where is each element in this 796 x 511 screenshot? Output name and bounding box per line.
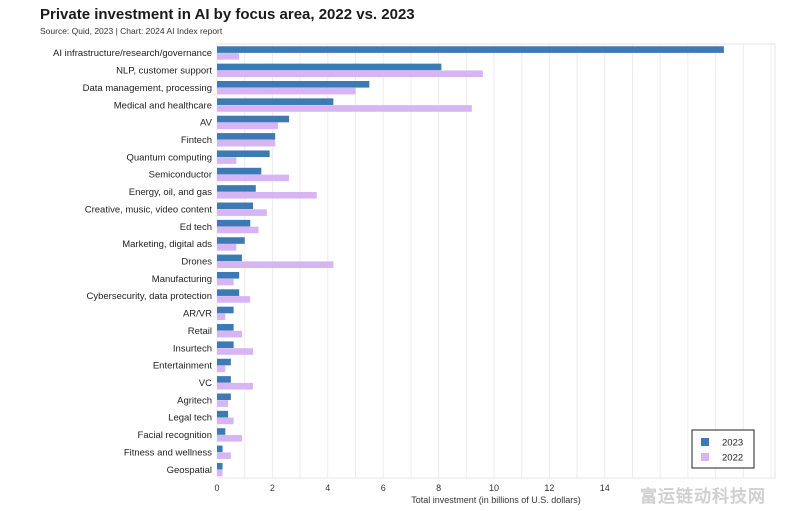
bar-2022 bbox=[217, 469, 223, 477]
bar-2022 bbox=[217, 435, 242, 442]
bar-2023 bbox=[217, 324, 234, 331]
bar-2022 bbox=[217, 70, 483, 78]
bar-2022 bbox=[217, 330, 242, 338]
category-label: Cybersecurity, data protection bbox=[87, 291, 213, 302]
bar-2023 bbox=[217, 46, 724, 53]
bar-2023 bbox=[217, 219, 251, 227]
category-label: Ed tech bbox=[180, 222, 212, 233]
bar-2023 bbox=[217, 410, 229, 418]
bar-2022 bbox=[217, 139, 276, 147]
bar-2023 bbox=[217, 133, 276, 140]
bar-2022 bbox=[217, 296, 251, 303]
bar-2022 bbox=[217, 157, 237, 164]
bar-2023 bbox=[217, 358, 231, 366]
bar-2022 bbox=[217, 313, 226, 321]
category-label: Semiconductor bbox=[149, 170, 212, 181]
bar-2023 bbox=[217, 98, 334, 105]
category-label: Medical and healthcare bbox=[114, 100, 212, 111]
bar-2023 bbox=[217, 237, 245, 244]
category-label: Marketing, digital ads bbox=[122, 239, 212, 250]
bar-2022 bbox=[217, 87, 356, 95]
category-label: Fintech bbox=[181, 135, 212, 146]
bar-2023 bbox=[217, 185, 256, 192]
bar-2023 bbox=[217, 462, 223, 470]
category-label: Fitness and wellness bbox=[124, 447, 212, 458]
bar-2023 bbox=[217, 202, 254, 210]
category-label: Energy, oil, and gas bbox=[129, 187, 213, 198]
bar-2023 bbox=[217, 63, 442, 71]
category-label: Geospatial bbox=[167, 465, 212, 476]
bar-2022 bbox=[217, 382, 254, 390]
bar-2022 bbox=[217, 53, 240, 60]
x-tick-label: 0 bbox=[214, 483, 219, 493]
bar-2023 bbox=[217, 81, 370, 88]
bar-2023 bbox=[217, 289, 240, 296]
legend-swatch-2022 bbox=[701, 453, 709, 461]
bar-2022 bbox=[217, 191, 317, 199]
bar-2022 bbox=[217, 174, 290, 182]
category-label: AV bbox=[200, 118, 213, 129]
bar-2023 bbox=[217, 271, 240, 279]
bar-2023 bbox=[217, 254, 242, 262]
bar-2023 bbox=[217, 376, 231, 383]
category-label: Manufacturing bbox=[152, 274, 212, 285]
chart-title: Private investment in AI by focus area, … bbox=[40, 6, 415, 23]
category-label: Facial recognition bbox=[138, 430, 212, 441]
bar-2023 bbox=[217, 393, 231, 401]
bar-2022 bbox=[217, 105, 472, 112]
bar-2022 bbox=[217, 226, 259, 234]
category-label: Insurtech bbox=[173, 343, 212, 354]
bar-2023 bbox=[217, 306, 234, 314]
x-tick-label: 12 bbox=[544, 483, 554, 493]
bar-2022 bbox=[217, 244, 237, 251]
watermark: 富运链动科技网 bbox=[640, 487, 766, 507]
category-label: Drones bbox=[181, 257, 212, 268]
chart-subtitle: Source: Quid, 2023 | Chart: 2024 AI Inde… bbox=[40, 26, 223, 36]
legend-swatch-2023 bbox=[701, 438, 709, 446]
bar-2022 bbox=[217, 348, 254, 355]
bar-2023 bbox=[217, 115, 290, 123]
bar-2022 bbox=[217, 400, 229, 407]
x-axis-label: Total investment (in billions of U.S. do… bbox=[411, 495, 581, 505]
x-tick-label: 4 bbox=[325, 483, 330, 493]
bar-2023 bbox=[217, 445, 223, 453]
category-label: NLP, customer support bbox=[116, 66, 212, 77]
category-label: Data management, processing bbox=[83, 83, 212, 94]
category-label: AR/VR bbox=[183, 309, 212, 320]
x-tick-label: 8 bbox=[436, 483, 441, 493]
x-tick-label: 10 bbox=[489, 483, 499, 493]
bar-2023 bbox=[217, 341, 234, 348]
legend-box bbox=[691, 429, 755, 469]
x-tick-label: 14 bbox=[600, 483, 610, 493]
category-label: AI infrastructure/research/governance bbox=[53, 48, 212, 59]
bar-2022 bbox=[217, 417, 234, 425]
category-label: Agritech bbox=[177, 395, 212, 406]
bar-2022 bbox=[217, 365, 226, 373]
category-label: Entertainment bbox=[153, 361, 213, 372]
category-label: VC bbox=[199, 378, 212, 389]
x-tick-label: 6 bbox=[381, 483, 386, 493]
bar-2022 bbox=[217, 209, 267, 216]
legend-label-2023: 2023 bbox=[722, 438, 743, 449]
x-tick-label: 2 bbox=[270, 483, 275, 493]
category-label: Quantum computing bbox=[126, 152, 212, 163]
bar-2022 bbox=[217, 278, 234, 286]
bar-2023 bbox=[217, 150, 270, 158]
bar-2022 bbox=[217, 452, 231, 459]
legend-label-2022: 2022 bbox=[722, 453, 743, 464]
bar-2023 bbox=[217, 167, 262, 175]
category-label: Creative, music, video content bbox=[85, 204, 213, 215]
category-label: Legal tech bbox=[168, 413, 212, 424]
bar-2022 bbox=[217, 261, 334, 268]
bar-2023 bbox=[217, 428, 226, 435]
category-label: Retail bbox=[188, 326, 212, 337]
bar-2022 bbox=[217, 122, 278, 130]
